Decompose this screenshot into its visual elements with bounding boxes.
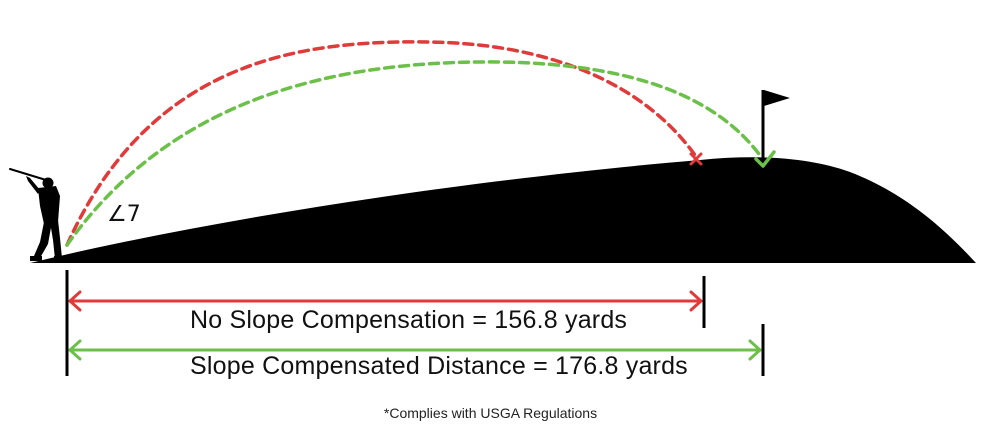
compensated-distance-label: Slope Compensated Distance = 176.8 yards xyxy=(190,352,688,380)
x-mark-icon xyxy=(689,152,703,166)
no-slope-distance-label: No Slope Compensation = 156.8 yards xyxy=(190,306,628,334)
terrain-hill xyxy=(30,157,976,263)
compensated-trajectory xyxy=(65,60,764,247)
checkmark-icon xyxy=(754,150,776,168)
usga-footnote: *Complies with USGA Regulations xyxy=(383,405,598,421)
no-slope-trajectory xyxy=(65,40,699,247)
golfer-silhouette-icon xyxy=(9,168,66,261)
slope-angle-label: ∠7 xyxy=(107,202,141,227)
no-slope-distance-arrow xyxy=(68,290,703,312)
compensated-distance-arrow xyxy=(68,339,762,361)
flag-icon xyxy=(761,90,790,158)
